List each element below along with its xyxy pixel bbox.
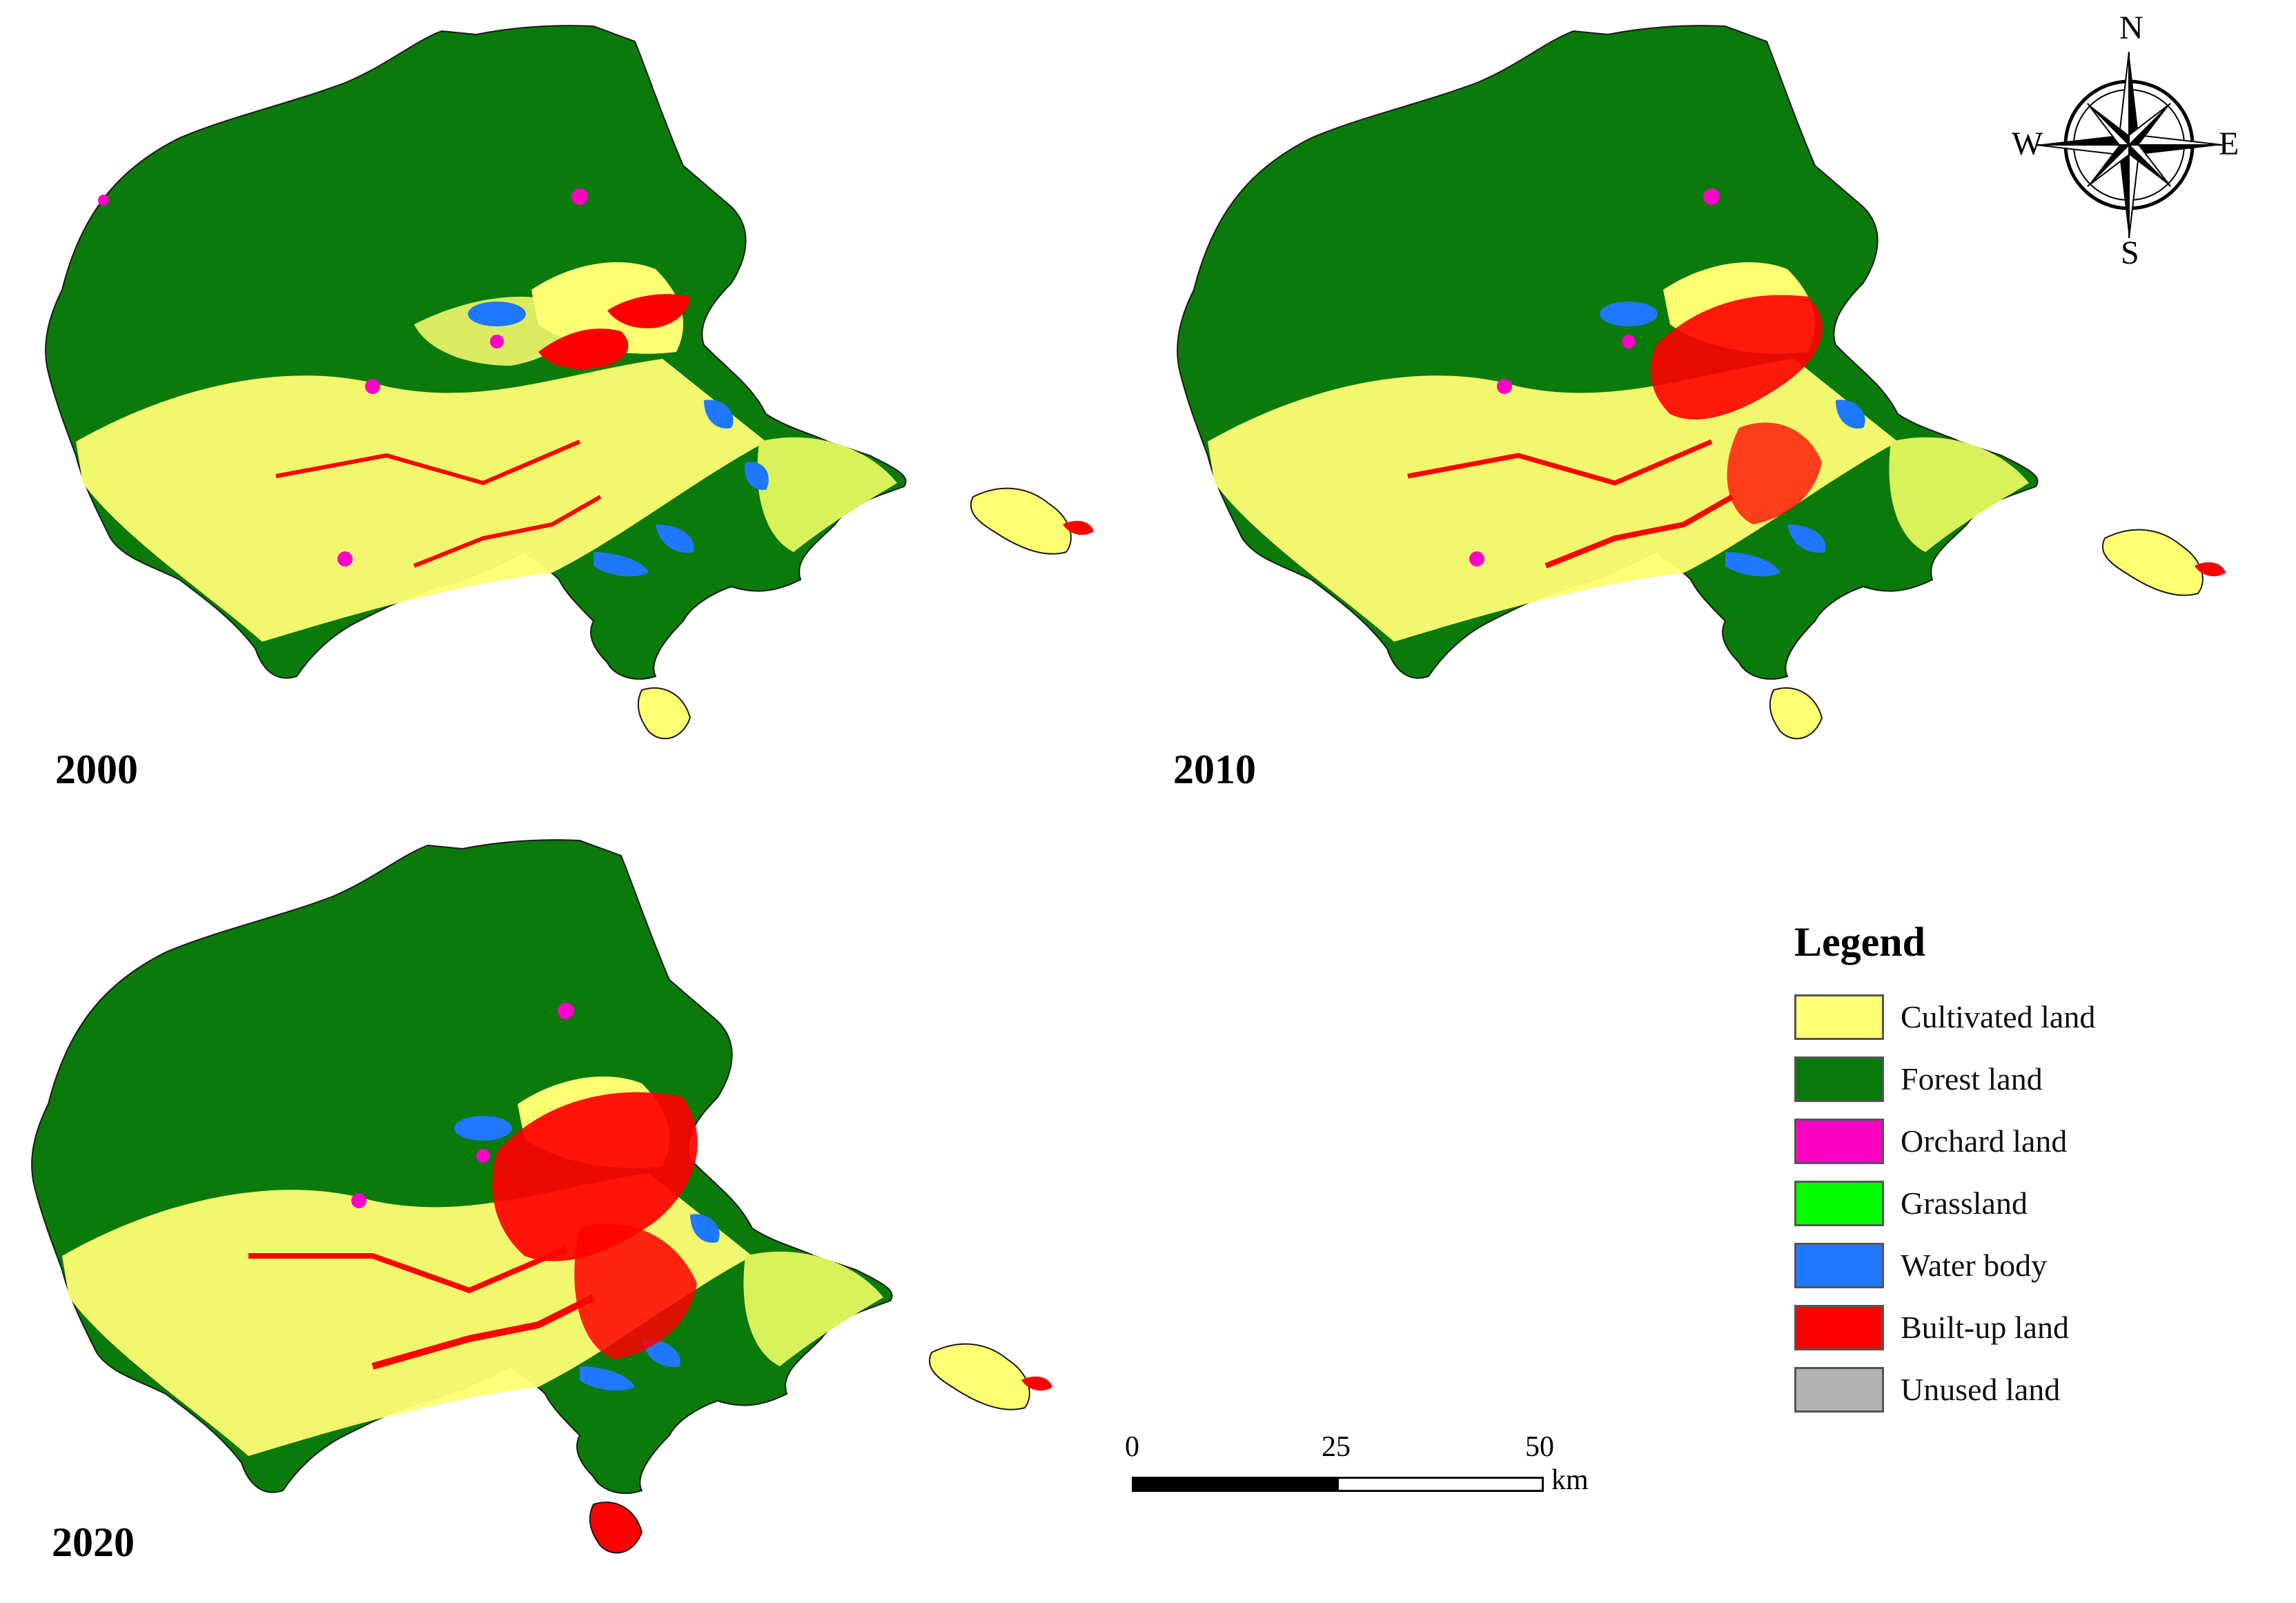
north-arrow: N S E W (2012, 12, 2239, 270)
scale-tick-50: 50 (1525, 1431, 1554, 1463)
legend-swatch (1794, 1367, 1884, 1413)
legend-item: Unused land (1794, 1359, 2181, 1421)
scale-tick-0: 0 (1125, 1431, 1139, 1463)
compass-w: W (2012, 126, 2043, 162)
scale-tick-25: 25 (1322, 1431, 1351, 1463)
scale-bar: 0 25 50 km (1125, 1431, 1589, 1515)
legend-item: Grassland (1794, 1172, 2181, 1235)
legend-title: Legend (1794, 919, 1926, 965)
scale-bar-black-segment (1132, 1477, 1339, 1492)
legend-item: Built-up land (1794, 1297, 2181, 1359)
legend-label: Cultivated land (1901, 999, 2096, 1034)
legend-label: Built-up land (1901, 1310, 2070, 1345)
legend-label: Forest land (1901, 1061, 2043, 1096)
compass-e: E (2219, 126, 2239, 162)
year-label-2000: 2000 (55, 747, 138, 792)
compass-s: S (2121, 235, 2139, 271)
compass-n: N (2119, 10, 2143, 46)
legend-label: Grassland (1901, 1186, 2028, 1221)
legend-item: Water body (1794, 1235, 2181, 1297)
legend-swatch (1794, 1181, 1884, 1226)
legend: Legend Cultivated land Forest land Orchard… (1794, 921, 2181, 1421)
legend-swatch (1794, 1056, 1884, 1102)
legend-items: Cultivated land Forest land Orchard land Gr… (1794, 986, 2181, 1421)
legend-swatch (1794, 994, 1884, 1040)
compass-rose-icon (2035, 51, 2223, 239)
legend-item: Cultivated land (1794, 986, 2181, 1048)
legend-label: Unused land (1901, 1372, 2061, 1407)
legend-label: Water body (1901, 1248, 2048, 1283)
legend-swatch (1794, 1243, 1884, 1288)
year-label-2010: 2010 (1173, 747, 1256, 792)
map-panel-2010 (1177, 25, 2226, 740)
legend-swatch (1794, 1305, 1884, 1350)
legend-item: Orchard land (1794, 1110, 2181, 1172)
legend-label: Orchard land (1901, 1123, 2068, 1159)
year-label-2020: 2020 (52, 1520, 135, 1565)
scale-unit: km (1551, 1464, 1589, 1496)
legend-item: Forest land (1794, 1048, 2181, 1110)
legend-swatch (1794, 1119, 1884, 1164)
map-panel-2020 (31, 839, 1052, 1554)
scale-bar-white-segment (1337, 1477, 1544, 1492)
map-panel-2000 (45, 25, 1094, 740)
